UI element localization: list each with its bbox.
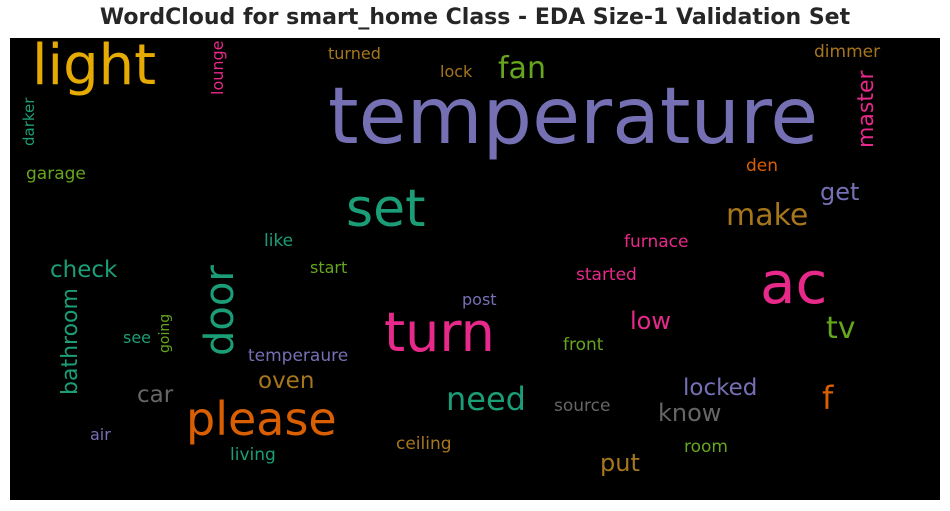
word-started: started xyxy=(576,265,637,285)
word-need: need xyxy=(446,380,526,418)
word-lounge: lounge xyxy=(208,40,227,95)
word-living: living xyxy=(230,445,276,465)
word-f: f xyxy=(822,379,834,417)
word-put: put xyxy=(600,449,640,477)
word-fan: fan xyxy=(498,51,546,86)
word-bathroom: bathroom xyxy=(58,288,83,395)
word-please: please xyxy=(186,392,337,446)
word-light: light xyxy=(32,38,157,98)
word-make: make xyxy=(726,198,809,233)
word-source: source xyxy=(554,396,611,416)
word-front: front xyxy=(563,335,604,355)
word-like: like xyxy=(264,231,294,251)
word-ceiling: ceiling xyxy=(396,434,452,454)
word-door: door xyxy=(197,265,243,356)
word-darker: darker xyxy=(20,97,38,146)
word-low: low xyxy=(630,307,671,335)
word-get: get xyxy=(820,178,860,206)
word-set: set xyxy=(346,179,426,239)
word-tv: tv xyxy=(826,311,856,346)
word-see: see xyxy=(123,328,152,347)
word-turn: turn xyxy=(384,301,495,364)
word-dimmer: dimmer xyxy=(814,42,881,62)
word-lock: lock xyxy=(440,62,473,81)
word-ac: ac xyxy=(760,249,828,317)
word-garage: garage xyxy=(26,164,86,184)
word-going: going xyxy=(157,313,173,353)
word-master: master xyxy=(854,70,879,148)
word-know: know xyxy=(658,399,722,427)
word-check: check xyxy=(50,257,118,283)
word-turned: turned xyxy=(328,44,381,63)
word-furnace: furnace xyxy=(624,232,689,252)
word-temperaure: temperaure xyxy=(248,346,349,366)
word-locked: locked xyxy=(683,375,758,401)
word-oven: oven xyxy=(258,368,315,394)
word-air: air xyxy=(90,425,111,444)
word-room: room xyxy=(684,437,728,457)
wordcloud-canvas: temperature light turn please ac set door make n… xyxy=(10,38,940,500)
word-start: start xyxy=(310,258,348,277)
word-car: car xyxy=(137,382,174,408)
chart-title: WordCloud for smart_home Class - EDA Siz… xyxy=(99,5,851,30)
word-post: post xyxy=(462,290,497,309)
word-den: den xyxy=(746,156,779,176)
word-temperature: temperature xyxy=(328,72,819,162)
